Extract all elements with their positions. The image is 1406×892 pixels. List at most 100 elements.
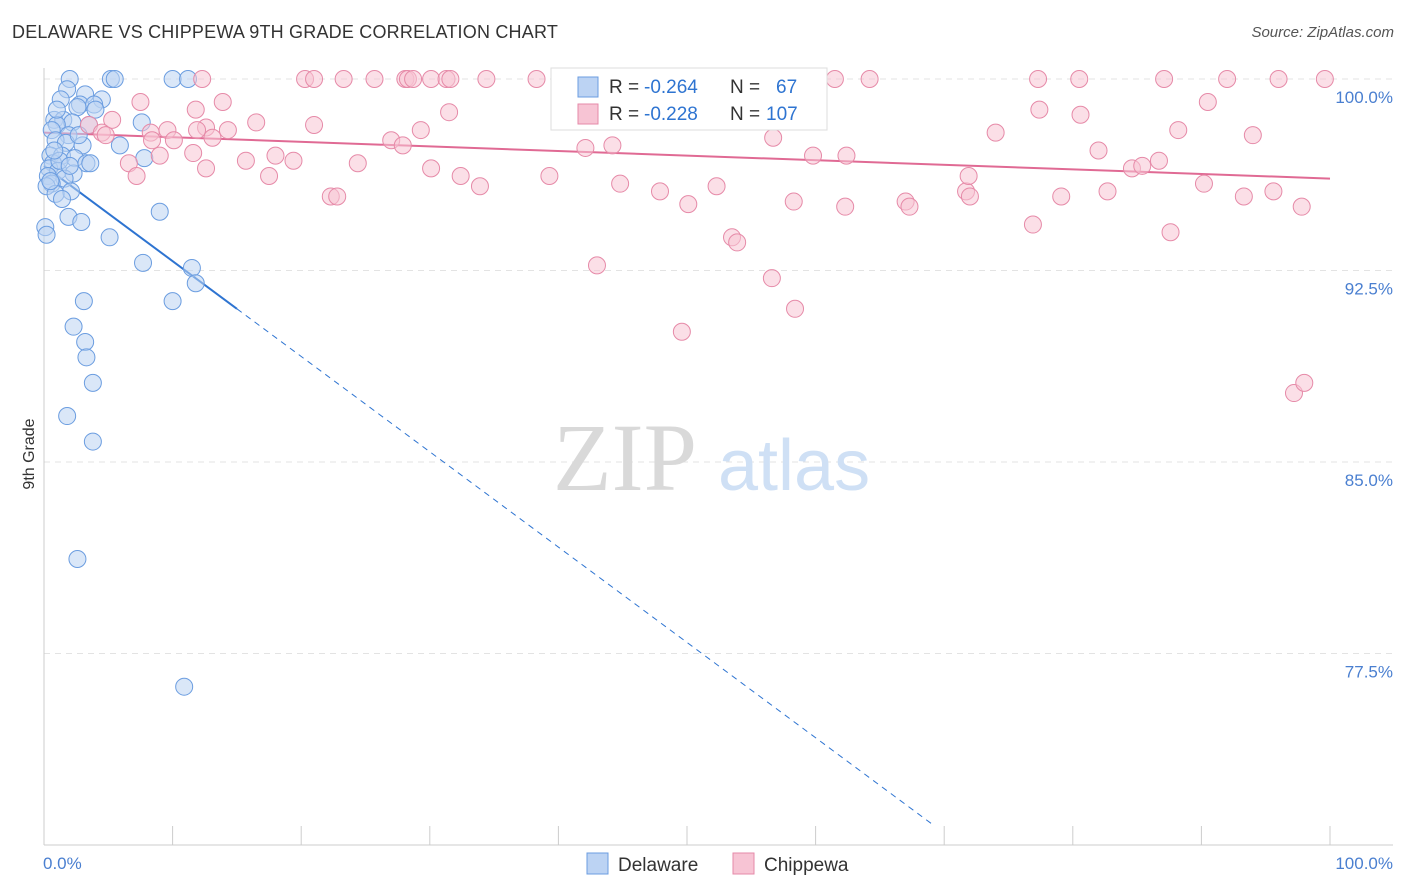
chippewa-point-26 [131, 92, 150, 111]
y-tick-label-1: 92.5% [1345, 280, 1393, 299]
delaware-point-47 [182, 258, 201, 277]
legend-r-value-delaware: -0.264 [644, 77, 698, 98]
y-axis-label: 9th Grade [21, 418, 38, 489]
legend-r-label-delaware: R = [609, 77, 639, 98]
chippewa-point-90 [679, 195, 698, 214]
legend-n-value-chippewa: 107 [766, 104, 798, 125]
data-points [36, 70, 1334, 696]
series-legend-swatch-chippewa [732, 852, 755, 875]
chippewa-point-22 [1155, 70, 1174, 88]
chippewa-point-20 [1029, 70, 1048, 88]
y-tick-labels: 100.0% 92.5% 85.0% 77.5% [1335, 88, 1393, 682]
chippewa-point-86 [1098, 182, 1117, 201]
delaware-point-23 [110, 136, 129, 155]
chippewa-point-51 [603, 136, 622, 155]
chippewa-point-68 [1089, 141, 1108, 160]
chippewa-point-60 [150, 146, 169, 165]
delaware-point-3 [163, 70, 182, 88]
delaware-point-59 [41, 172, 60, 191]
delaware-point-55 [58, 407, 77, 426]
delaware-point-27 [135, 149, 154, 168]
chippewa-point-80 [707, 177, 726, 196]
legend-n-label-chippewa: N = [730, 104, 760, 125]
chippewa-point-73 [127, 167, 146, 186]
x-tick-left: 0.0% [43, 854, 82, 873]
chippewa-point-97 [587, 256, 606, 275]
watermark: ZIP atlas [553, 404, 870, 511]
delaware-point-58 [175, 677, 194, 696]
chippewa-point-28 [186, 100, 205, 119]
delaware-point-11 [68, 98, 87, 117]
chippewa-point-81 [784, 192, 803, 211]
chippewa-point-64 [348, 154, 367, 173]
chippewa-point-52 [764, 128, 783, 147]
delaware-point-64 [45, 141, 64, 160]
chippewa-point-94 [328, 187, 347, 206]
chippewa-point-23 [1218, 70, 1237, 88]
chippewa-point-85 [1052, 187, 1071, 206]
chippewa-point-56 [96, 126, 115, 145]
chippewa-point-4 [365, 70, 384, 88]
delaware-point-45 [100, 228, 119, 247]
legend-n-label-delaware: N = [730, 77, 760, 98]
legend-n-value-delaware: 67 [776, 77, 797, 98]
legend: R = -0.264 N = 67 R = -0.228 N = 107 [550, 67, 828, 131]
y-tick-label-0: 100.0% [1335, 88, 1393, 107]
chippewa-point-53 [986, 123, 1005, 142]
delaware-point-57 [68, 550, 87, 569]
chippewa-point-41 [218, 121, 237, 140]
chippewa-point-72 [197, 159, 216, 178]
chippewa-point-71 [1149, 151, 1168, 170]
chippewa-point-88 [1264, 182, 1283, 201]
series-legend-label-delaware: Delaware [618, 855, 698, 876]
legend-r-label-chippewa: R = [609, 104, 639, 125]
chippewa-point-37 [305, 115, 324, 134]
chippewa-point-25 [1315, 70, 1334, 88]
chippewa-point-21 [1070, 70, 1089, 88]
chippewa-point-95 [959, 167, 978, 186]
chippewa-point-103 [786, 299, 805, 318]
delaware-point-52 [76, 332, 95, 351]
chippewa-point-46 [164, 131, 183, 150]
delaware-point-56 [83, 432, 102, 451]
chippewa-point-76 [540, 167, 559, 186]
chippewa-point-65 [422, 159, 441, 178]
chippewa-point-84 [960, 187, 979, 206]
chippewa-point-57 [143, 131, 162, 150]
chippewa-point-89 [1292, 197, 1311, 216]
delaware-point-40 [150, 202, 169, 221]
delaware-point-44 [37, 225, 56, 244]
chippewa-point-59 [266, 146, 285, 165]
delaware-point-48 [186, 274, 205, 293]
chippewa-point-7 [404, 70, 423, 88]
chippewa-point-74 [260, 167, 279, 186]
delaware-point-30 [81, 154, 100, 173]
chippewa-point-87 [1194, 174, 1213, 193]
delaware-point-2 [105, 70, 124, 88]
chippewa-point-8 [422, 70, 441, 88]
chippewa-point-10 [441, 70, 460, 88]
chippewa-point-18 [825, 70, 844, 88]
chart-source: Source: ZipAtlas.com [1251, 24, 1394, 41]
chippewa-point-78 [611, 174, 630, 193]
chippewa-point-101 [1161, 223, 1180, 242]
chippewa-point-70 [1133, 156, 1152, 175]
legend-swatch-chippewa [577, 103, 599, 125]
chippewa-point-75 [451, 167, 470, 186]
chippewa-point-2 [305, 70, 324, 88]
delaware-point-62 [86, 100, 105, 119]
chippewa-point-67 [837, 146, 856, 165]
axes [43, 68, 1393, 846]
chippewa-point-32 [1030, 100, 1049, 119]
chippewa-point-102 [762, 269, 781, 288]
delaware-point-65 [60, 156, 79, 175]
delaware-point-50 [163, 292, 182, 311]
chippewa-point-100 [1234, 187, 1253, 206]
x-tick-right: 100.0% [1335, 854, 1393, 873]
chippewa-point-92 [836, 197, 855, 216]
delaware-point-66 [47, 100, 66, 119]
chippewa-point-62 [236, 151, 255, 170]
chippewa-point-99 [1023, 215, 1042, 234]
chippewa-point-104 [672, 322, 691, 341]
chippewa-point-24 [1269, 70, 1288, 88]
